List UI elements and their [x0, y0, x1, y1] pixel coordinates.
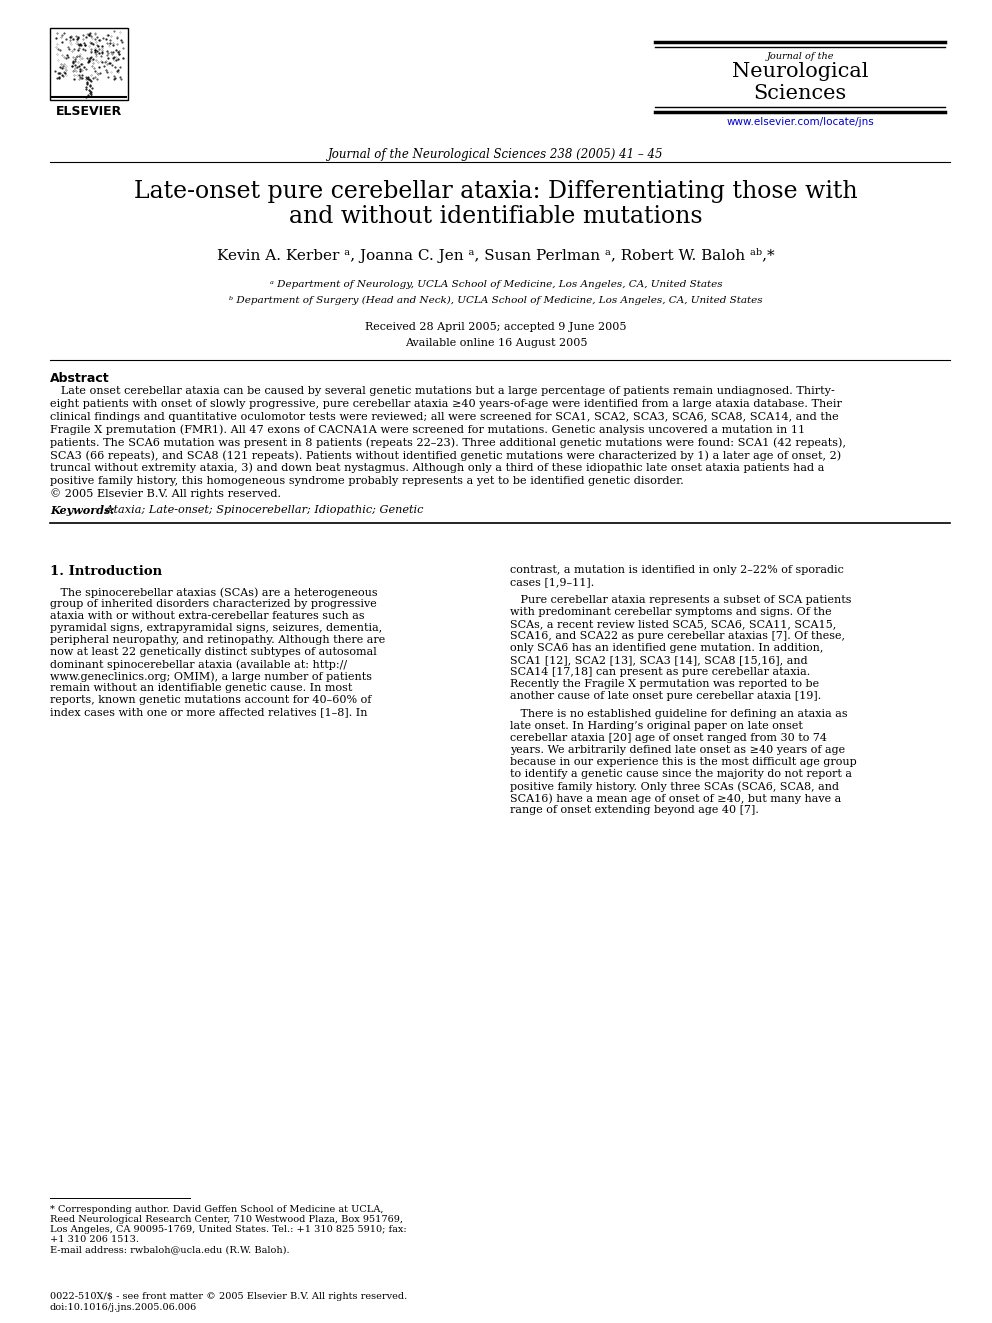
Text: positive family history, this homogeneous syndrome probably represents a yet to : positive family history, this homogeneou…	[50, 475, 683, 486]
Text: SCAs, a recent review listed SCA5, SCA6, SCA11, SCA15,: SCAs, a recent review listed SCA5, SCA6,…	[510, 619, 836, 630]
Text: Reed Neurological Research Center, 710 Westwood Plaza, Box 951769,: Reed Neurological Research Center, 710 W…	[50, 1215, 403, 1224]
Text: Journal of the: Journal of the	[766, 52, 833, 61]
Text: years. We arbitrarily defined late onset as ≥40 years of age: years. We arbitrarily defined late onset…	[510, 745, 845, 755]
Text: Late onset cerebellar ataxia can be caused by several genetic mutations but a la: Late onset cerebellar ataxia can be caus…	[50, 386, 834, 396]
Text: www.elsevier.com/locate/jns: www.elsevier.com/locate/jns	[726, 116, 874, 127]
Text: * Corresponding author. David Geffen School of Medicine at UCLA,: * Corresponding author. David Geffen Sch…	[50, 1205, 384, 1215]
Text: ELSEVIER: ELSEVIER	[56, 105, 122, 118]
Text: contrast, a mutation is identified in only 2–22% of sporadic: contrast, a mutation is identified in on…	[510, 565, 844, 576]
Text: Neurological: Neurological	[732, 62, 868, 81]
Text: SCA16, and SCA22 as pure cerebellar ataxias [7]. Of these,: SCA16, and SCA22 as pure cerebellar atax…	[510, 631, 845, 642]
Text: ᵇ Department of Surgery (Head and Neck), UCLA School of Medicine, Los Angeles, C: ᵇ Department of Surgery (Head and Neck),…	[229, 296, 763, 306]
Text: There is no established guideline for defining an ataxia as: There is no established guideline for de…	[510, 709, 847, 720]
Text: index cases with one or more affected relatives [1–8]. In: index cases with one or more affected re…	[50, 708, 367, 717]
Text: SCA3 (66 repeats), and SCA8 (121 repeats). Patients without identified genetic m: SCA3 (66 repeats), and SCA8 (121 repeats…	[50, 450, 841, 460]
Text: truncal without extremity ataxia, 3) and down beat nystagmus. Although only a th: truncal without extremity ataxia, 3) and…	[50, 463, 824, 474]
Text: SCA14 [17,18] can present as pure cerebellar ataxia.: SCA14 [17,18] can present as pure cerebe…	[510, 667, 810, 677]
Text: www.geneclinics.org; OMIM), a large number of patients: www.geneclinics.org; OMIM), a large numb…	[50, 671, 372, 681]
Text: Keywords:: Keywords:	[50, 505, 114, 516]
Text: clinical findings and quantitative oculomotor tests were reviewed; all were scre: clinical findings and quantitative oculo…	[50, 411, 839, 422]
Text: only SCA6 has an identified gene mutation. In addition,: only SCA6 has an identified gene mutatio…	[510, 643, 823, 654]
Text: reports, known genetic mutations account for 40–60% of: reports, known genetic mutations account…	[50, 695, 371, 705]
Text: group of inherited disorders characterized by progressive: group of inherited disorders characteriz…	[50, 599, 377, 609]
Text: Sciences: Sciences	[753, 83, 846, 103]
Text: Kevin A. Kerber ᵃ, Joanna C. Jen ᵃ, Susan Perlman ᵃ, Robert W. Baloh ᵃᵇ,*: Kevin A. Kerber ᵃ, Joanna C. Jen ᵃ, Susa…	[217, 247, 775, 263]
Text: Received 28 April 2005; accepted 9 June 2005: Received 28 April 2005; accepted 9 June …	[365, 321, 627, 332]
Text: Pure cerebellar ataxia represents a subset of SCA patients: Pure cerebellar ataxia represents a subs…	[510, 595, 851, 605]
Text: now at least 22 genetically distinct subtypes of autosomal: now at least 22 genetically distinct sub…	[50, 647, 377, 658]
Text: E-mail address: rwbaloh@ucla.edu (R.W. Baloh).: E-mail address: rwbaloh@ucla.edu (R.W. B…	[50, 1245, 290, 1254]
Text: eight patients with onset of slowly progressive, pure cerebellar ataxia ≥40 year: eight patients with onset of slowly prog…	[50, 398, 842, 409]
Text: doi:10.1016/j.jns.2005.06.006: doi:10.1016/j.jns.2005.06.006	[50, 1303, 197, 1312]
Text: positive family history. Only three SCAs (SCA6, SCA8, and: positive family history. Only three SCAs…	[510, 781, 839, 791]
Text: ᵃ Department of Neurology, UCLA School of Medicine, Los Angeles, CA, United Stat: ᵃ Department of Neurology, UCLA School o…	[270, 280, 722, 288]
Text: Fragile X premutation (FMR1). All 47 exons of CACNA1A were screened for mutation: Fragile X premutation (FMR1). All 47 exo…	[50, 425, 806, 435]
Text: 1. Introduction: 1. Introduction	[50, 565, 162, 578]
Text: +1 310 206 1513.: +1 310 206 1513.	[50, 1234, 139, 1244]
Text: Available online 16 August 2005: Available online 16 August 2005	[405, 337, 587, 348]
Text: cases [1,9–11].: cases [1,9–11].	[510, 577, 594, 587]
Text: range of onset extending beyond age 40 [7].: range of onset extending beyond age 40 […	[510, 806, 759, 815]
Text: with predominant cerebellar symptoms and signs. Of the: with predominant cerebellar symptoms and…	[510, 607, 831, 618]
Text: The spinocerebellar ataxias (SCAs) are a heterogeneous: The spinocerebellar ataxias (SCAs) are a…	[50, 587, 378, 598]
Text: to identify a genetic cause since the majority do not report a: to identify a genetic cause since the ma…	[510, 769, 852, 779]
Text: SCA1 [12], SCA2 [13], SCA3 [14], SCA8 [15,16], and: SCA1 [12], SCA2 [13], SCA3 [14], SCA8 [1…	[510, 655, 807, 665]
Text: SCA16) have a mean age of onset of ≥40, but many have a: SCA16) have a mean age of onset of ≥40, …	[510, 794, 841, 804]
Text: Late-onset pure cerebellar ataxia: Differentiating those with: Late-onset pure cerebellar ataxia: Diffe…	[134, 180, 858, 202]
Text: late onset. In Harding’s original paper on late onset: late onset. In Harding’s original paper …	[510, 721, 803, 732]
Text: patients. The SCA6 mutation was present in 8 patients (repeats 22–23). Three add: patients. The SCA6 mutation was present …	[50, 437, 846, 447]
Text: 0022-510X/$ - see front matter © 2005 Elsevier B.V. All rights reserved.: 0022-510X/$ - see front matter © 2005 El…	[50, 1293, 408, 1301]
Bar	[50, 28, 128, 101]
Text: Journal of the Neurological Sciences 238 (2005) 41 – 45: Journal of the Neurological Sciences 238…	[328, 148, 664, 161]
Text: Recently the Fragile X permutation was reported to be: Recently the Fragile X permutation was r…	[510, 679, 819, 689]
Text: remain without an identifiable genetic cause. In most: remain without an identifiable genetic c…	[50, 683, 352, 693]
Text: Ataxia; Late-onset; Spinocerebellar; Idiopathic; Genetic: Ataxia; Late-onset; Spinocerebellar; Idi…	[102, 505, 424, 515]
Text: © 2005 Elsevier B.V. All rights reserved.: © 2005 Elsevier B.V. All rights reserved…	[50, 488, 281, 499]
Text: peripheral neuropathy, and retinopathy. Although there are: peripheral neuropathy, and retinopathy. …	[50, 635, 385, 646]
Text: cerebellar ataxia [20] age of onset ranged from 30 to 74: cerebellar ataxia [20] age of onset rang…	[510, 733, 827, 744]
Text: ataxia with or without extra-cerebellar features such as: ataxia with or without extra-cerebellar …	[50, 611, 365, 622]
Text: another cause of late onset pure cerebellar ataxia [19].: another cause of late onset pure cerebel…	[510, 691, 821, 701]
Text: because in our experience this is the most difficult age group: because in our experience this is the mo…	[510, 757, 857, 767]
Text: and without identifiable mutations: and without identifiable mutations	[290, 205, 702, 228]
Text: pyramidal signs, extrapyramidal signs, seizures, dementia,: pyramidal signs, extrapyramidal signs, s…	[50, 623, 382, 634]
Text: Los Angeles, CA 90095-1769, United States. Tel.: +1 310 825 5910; fax:: Los Angeles, CA 90095-1769, United State…	[50, 1225, 407, 1234]
Text: Abstract: Abstract	[50, 372, 110, 385]
Text: dominant spinocerebellar ataxia (available at: http://: dominant spinocerebellar ataxia (availab…	[50, 659, 347, 669]
